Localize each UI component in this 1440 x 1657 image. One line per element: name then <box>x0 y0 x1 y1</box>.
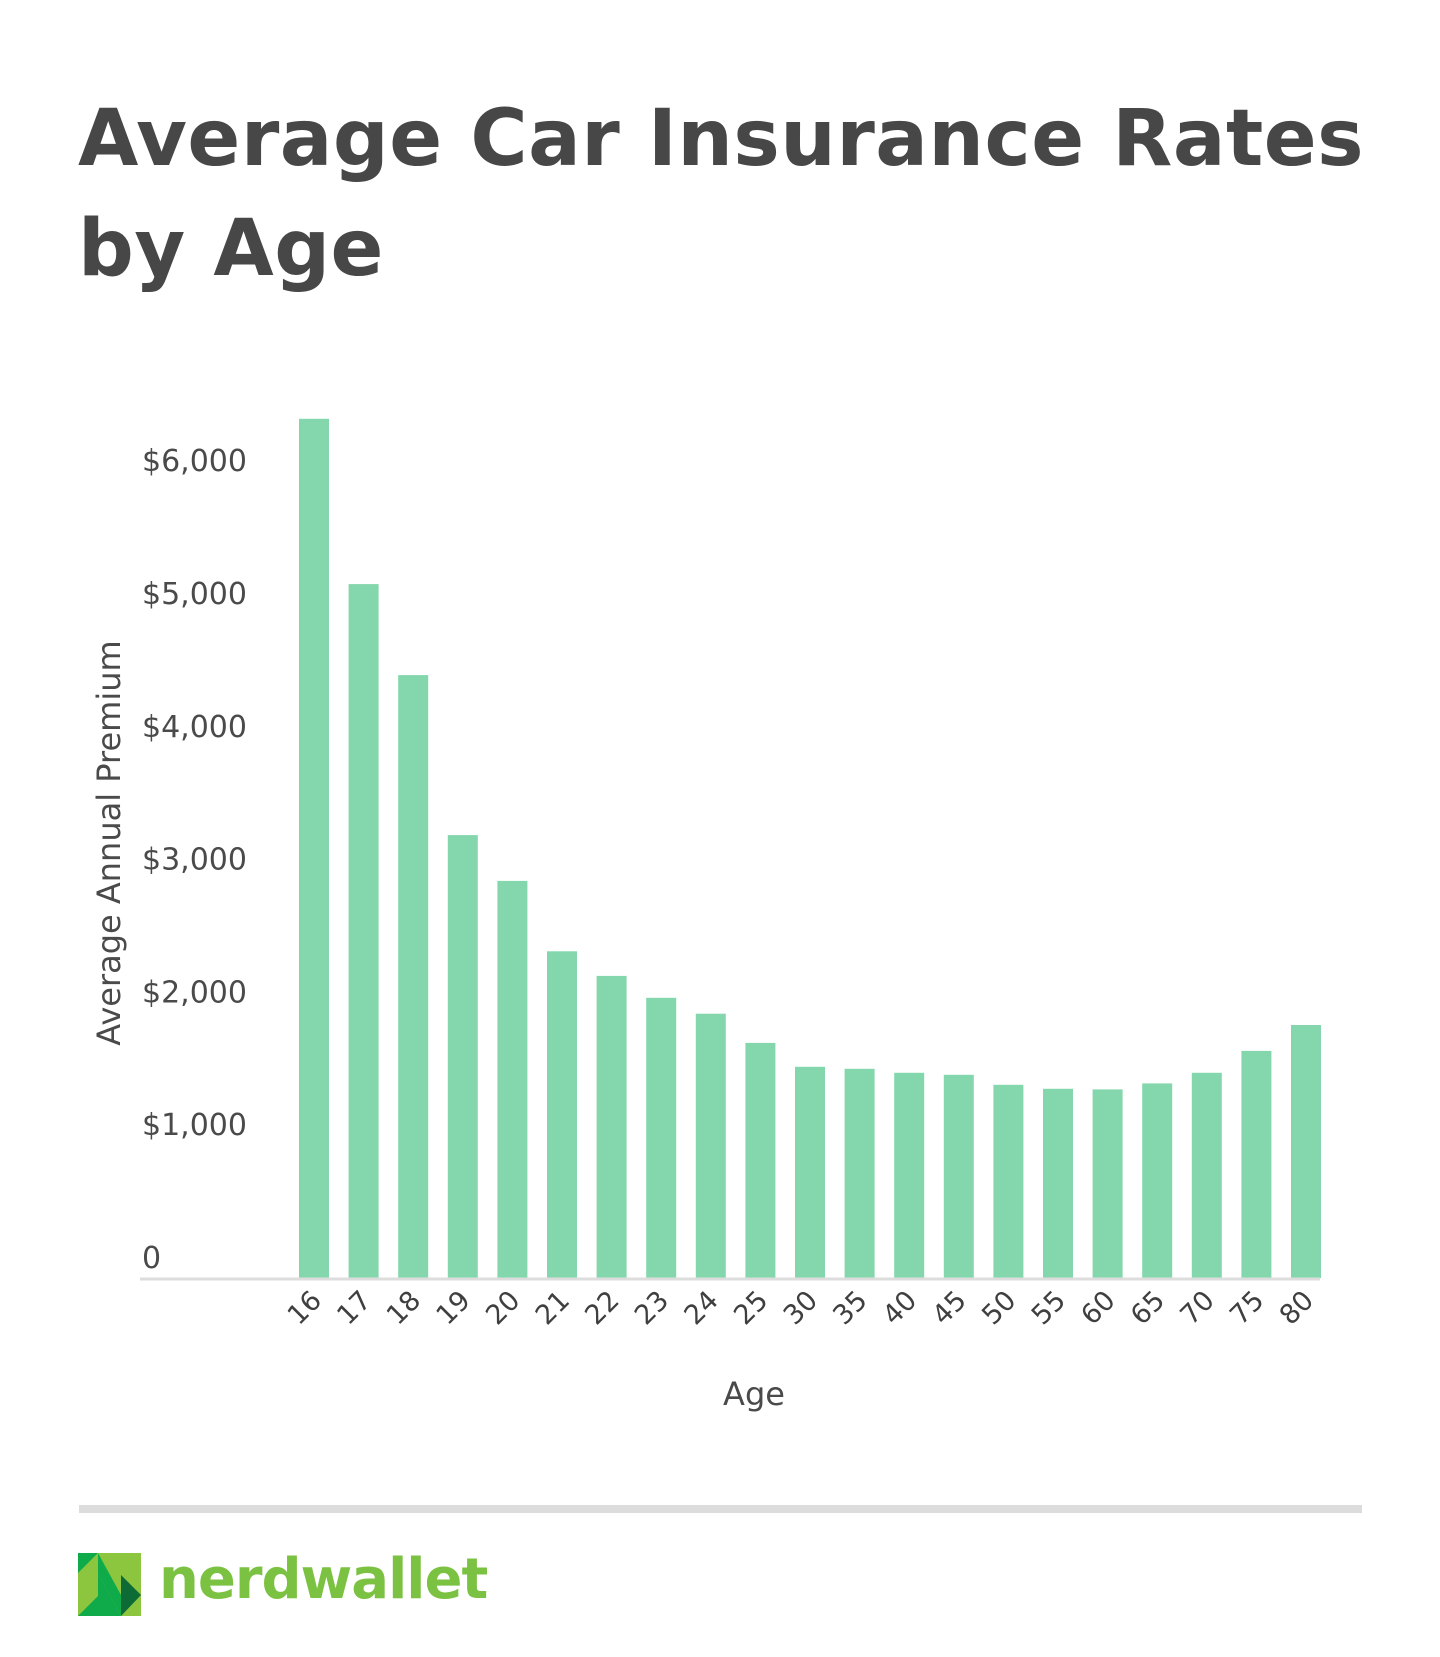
bar-age-70 <box>1191 1072 1222 1278</box>
bar-age-75 <box>1241 1050 1272 1278</box>
x-axis-label: Age <box>723 1375 785 1413</box>
bar-age-23 <box>646 997 677 1278</box>
nerdwallet-n-logo-icon <box>78 1552 141 1616</box>
y-tick-label: $5,000 <box>142 577 247 612</box>
brand-wordmark: nerdwallet <box>159 1547 488 1612</box>
bar-age-20 <box>497 880 528 1278</box>
x-tick-label: 16 <box>282 1285 328 1331</box>
x-tick-label: 65 <box>1125 1285 1171 1331</box>
y-tick-label: 0 <box>142 1241 161 1276</box>
x-tick-label: 17 <box>331 1285 377 1331</box>
y-tick-label: $1,000 <box>142 1108 247 1143</box>
x-tick-label: 35 <box>827 1285 873 1331</box>
x-tick-label: 20 <box>480 1285 526 1331</box>
x-tick-label: 25 <box>728 1285 774 1331</box>
bar-age-22 <box>596 975 627 1278</box>
bar-age-55 <box>1043 1088 1073 1278</box>
bar-age-17 <box>348 584 379 1278</box>
bar-age-30 <box>795 1066 825 1278</box>
x-axis-ticks: 16 17 18 19 20 21 22 23 24 25 30 35 40 45 50 55 60 65 70 75… <box>282 1285 1320 1331</box>
y-axis-ticks: 0 $1,000 $2,000 $3,000 $4,000 $5,000 $6,000 <box>142 444 247 1276</box>
x-tick-label: 60 <box>1075 1285 1121 1331</box>
x-tick-label: 23 <box>629 1285 675 1331</box>
x-tick-label: 80 <box>1274 1285 1320 1331</box>
bar-age-21 <box>547 951 577 1278</box>
x-tick-label: 30 <box>778 1285 824 1331</box>
y-axis-label: Average Annual Premium <box>90 640 128 1045</box>
x-tick-label: 75 <box>1224 1285 1270 1331</box>
nerdwallet-logo: nerdwallet <box>78 1548 488 1616</box>
bar-age-25 <box>745 1042 776 1278</box>
x-tick-label: 22 <box>579 1285 625 1331</box>
x-tick-label: 21 <box>530 1285 576 1331</box>
bar-age-80 <box>1291 1025 1321 1278</box>
bar-age-45 <box>943 1074 974 1278</box>
y-tick-label: $4,000 <box>142 710 247 745</box>
x-tick-label: 45 <box>927 1285 973 1331</box>
bar-age-24 <box>695 1013 726 1278</box>
x-tick-label: 19 <box>431 1285 477 1331</box>
y-tick-label: $6,000 <box>142 444 247 479</box>
y-tick-label: $3,000 <box>142 843 247 878</box>
x-tick-label: 24 <box>679 1285 725 1331</box>
x-tick-label: 50 <box>976 1285 1022 1331</box>
bar-age-18 <box>398 675 429 1278</box>
bar-age-40 <box>894 1072 925 1278</box>
bar-age-60 <box>1092 1089 1123 1278</box>
bar-age-65 <box>1142 1083 1173 1278</box>
bar-age-35 <box>844 1068 875 1278</box>
bar-age-16 <box>299 418 329 1278</box>
footer-divider <box>79 1505 1362 1513</box>
bar-age-50 <box>993 1084 1024 1278</box>
x-tick-label: 70 <box>1175 1285 1221 1331</box>
y-tick-label: $2,000 <box>142 975 247 1010</box>
bars <box>299 418 1321 1278</box>
x-tick-label: 18 <box>381 1285 427 1331</box>
x-tick-label: 40 <box>877 1285 923 1331</box>
x-tick-label: 55 <box>1026 1285 1072 1331</box>
bar-age-19 <box>447 835 478 1278</box>
chart-title: Average Car Insurance Rates by Age <box>78 94 1365 294</box>
